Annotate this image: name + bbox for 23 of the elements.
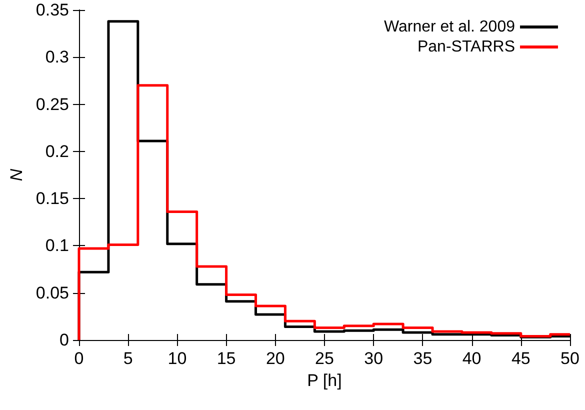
legend-label: Pan-STARRS	[417, 38, 515, 56]
x-tick-label: 15	[216, 349, 236, 368]
y-tick-label: 0.3	[45, 48, 69, 67]
x-tick-label: 5	[123, 349, 133, 368]
y-tick-label: 0	[60, 330, 69, 350]
y-tick-label: 0.05	[36, 283, 69, 302]
x-tick-label: 20	[266, 349, 285, 368]
x-tick-label: 35	[413, 349, 432, 368]
x-tick-label: 25	[315, 349, 334, 368]
y-tick-label: 0.25	[36, 94, 69, 114]
y-tick-label: 0.2	[45, 142, 69, 161]
x-tick-label: 30	[364, 349, 384, 368]
x-tick-label: 0	[74, 349, 84, 368]
x-tick-label: 50	[560, 349, 580, 368]
y-tick-label: 0.1	[45, 236, 69, 256]
y-axis-title: N	[7, 168, 26, 182]
x-tick-label: 10	[168, 349, 187, 368]
x-axis-title: P [h]	[307, 370, 342, 390]
y-tick-label: 0.35	[36, 0, 69, 20]
legend-label: Warner et al. 2009	[384, 18, 516, 36]
x-tick-label: 40	[462, 349, 482, 368]
x-tick-label: 45	[511, 349, 530, 368]
y-tick-label: 0.15	[36, 189, 69, 208]
